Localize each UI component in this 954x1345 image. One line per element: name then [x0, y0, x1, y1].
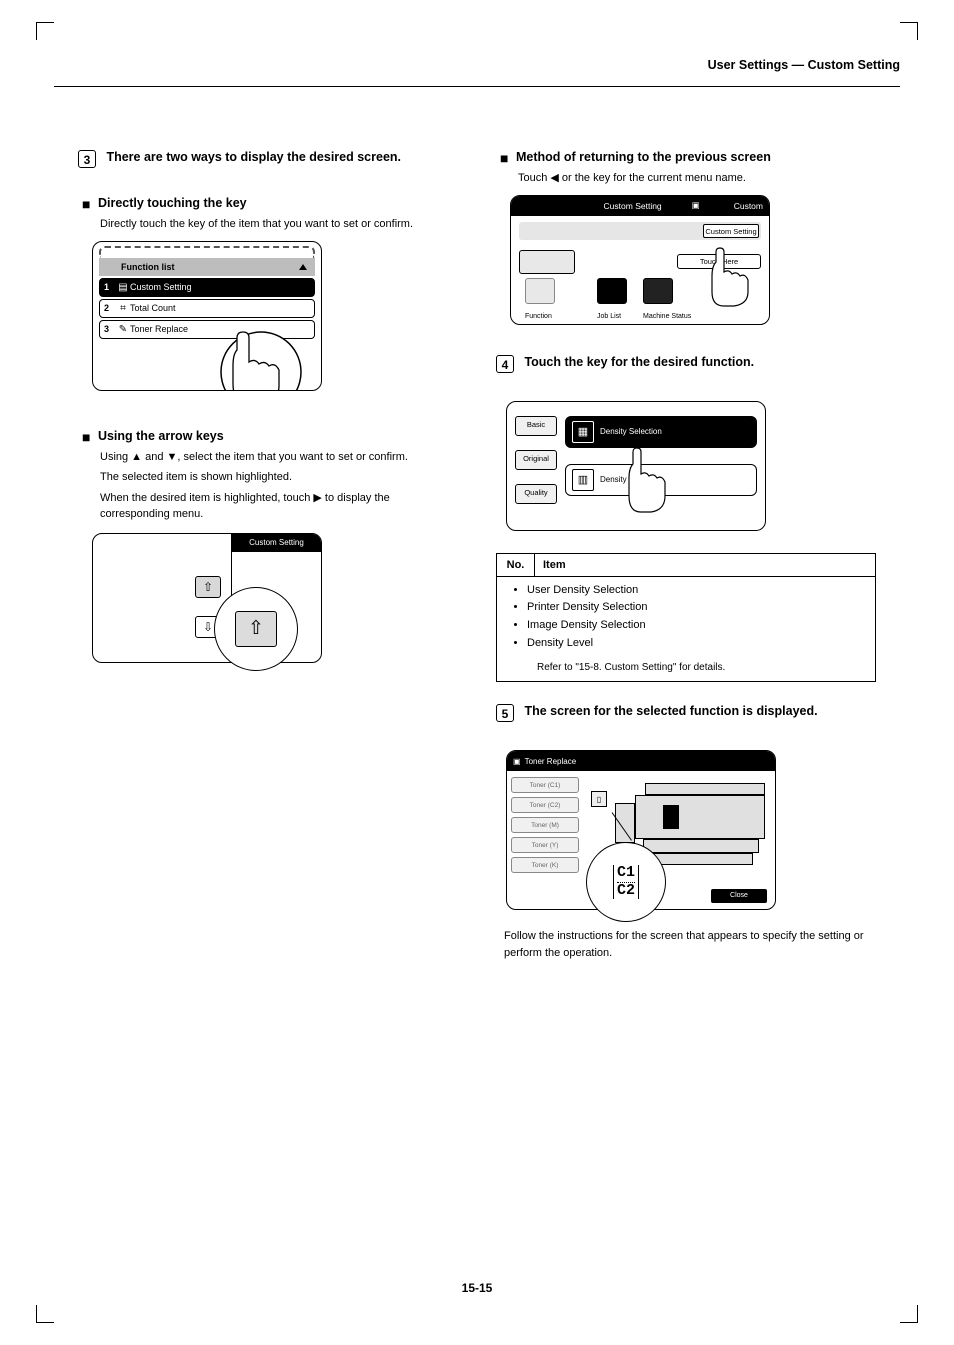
- density-icon: ▦: [572, 421, 594, 443]
- footer-label-3: Machine Status: [643, 313, 691, 320]
- left-tab-2[interactable]: Original: [515, 450, 557, 470]
- up-arrow-button[interactable]: ⇧: [195, 576, 221, 598]
- square-bullet-icon: ■: [82, 429, 90, 445]
- step-5-title: The screen for the selected function is …: [524, 704, 864, 718]
- table-header-no: No.: [497, 554, 535, 576]
- function-list-screen: Function list 1 ▤ Custom Setting 2 ⌗ Tot…: [92, 241, 322, 391]
- pointing-hand-icon: [696, 246, 766, 316]
- side-header: Custom Setting: [232, 534, 321, 552]
- return-body: Touch ◀ or the key for the current menu …: [518, 170, 876, 187]
- grey-cell: [519, 250, 575, 274]
- footer-label-2: Job List: [597, 313, 621, 320]
- density-selection-option[interactable]: ▦ Density Selection: [565, 416, 757, 448]
- step-4-title: Touch the key for the desired function.: [524, 355, 864, 369]
- pointing-hand-icon: [203, 320, 313, 391]
- top-label-right: Custom: [734, 201, 763, 211]
- close-button[interactable]: Close: [711, 889, 767, 903]
- custom-setting-chip[interactable]: Custom Setting: [703, 224, 759, 238]
- table-row: User Density Selection: [527, 583, 865, 599]
- step-4: 4 Touch the key for the desired function…: [496, 355, 876, 373]
- function-table: No. Item User Density Selection Printer …: [496, 553, 876, 683]
- toner-item[interactable]: Toner (M): [511, 817, 579, 833]
- level-icon: ▥: [572, 469, 594, 491]
- list-row-2[interactable]: 2 ⌗ Total Count: [99, 299, 315, 318]
- joblist-tab-icon[interactable]: [597, 278, 627, 304]
- toner-item[interactable]: Toner (C2): [511, 797, 579, 813]
- arrow-sub-body2: The selected item is shown highlighted.: [100, 469, 458, 486]
- step-3-number: 3: [78, 150, 96, 168]
- return-title: Method of returning to the previous scre…: [516, 150, 771, 164]
- toner-item[interactable]: Toner (K): [511, 857, 579, 873]
- table-row: Density Level: [527, 636, 865, 652]
- square-bullet-icon: ■: [500, 150, 508, 166]
- function-tab-icon[interactable]: [525, 278, 555, 304]
- page-number: 15-15: [462, 1281, 493, 1295]
- arrow-sub-body3: When the desired item is highlighted, to…: [100, 490, 458, 523]
- table-row: Image Density Selection: [527, 618, 865, 634]
- toner-icon: ✎: [116, 324, 130, 335]
- sub-a-title: Directly touching the key: [98, 196, 247, 210]
- c1c2-bubble: C1 C2: [586, 842, 666, 922]
- toner-item[interactable]: Toner (Y): [511, 837, 579, 853]
- status-tab-icon[interactable]: [643, 278, 673, 304]
- copy-icon: ▣: [513, 757, 521, 766]
- custom-setting-screen: Custom Setting ▣ Custom Custom Setting T…: [510, 195, 770, 325]
- sub-a-body: Directly touch the key of the item that …: [100, 216, 458, 233]
- up-arrow-zoomed-icon: ⇧: [235, 611, 277, 647]
- arrow-sub-title: Using the arrow keys: [98, 429, 224, 443]
- left-tab-3[interactable]: Quality: [515, 484, 557, 504]
- table-header-item: Item: [535, 554, 875, 576]
- top-label-left: Custom Setting: [604, 201, 662, 211]
- table-tip: Refer to "15-8. Custom Setting" for deta…: [497, 660, 875, 681]
- pointing-hand-icon: [611, 446, 681, 522]
- table-row: Printer Density Selection: [527, 600, 865, 616]
- footer-label-1: Function: [525, 313, 552, 320]
- step-5-number: 5: [496, 704, 514, 722]
- toner-item[interactable]: Toner (C1): [511, 777, 579, 793]
- left-tab-1[interactable]: Basic: [515, 416, 557, 436]
- closing-text: Follow the instructions for the screen t…: [504, 928, 876, 961]
- density-screen: Basic Original Quality ▦ Density Selecti…: [506, 401, 766, 531]
- step-3: 3 There are two ways to display the desi…: [78, 150, 458, 168]
- step-3-title: There are two ways to display the desire…: [106, 150, 446, 164]
- step-4-number: 4: [496, 355, 514, 373]
- doc-icon: ▤: [116, 282, 130, 293]
- header-rule: [54, 86, 900, 87]
- list-row-1[interactable]: 1 ▤ Custom Setting: [99, 278, 315, 297]
- figE-title: Toner Replace: [525, 757, 577, 766]
- counter-icon: ⌗: [116, 303, 130, 314]
- cartridge-icon: ▯: [591, 791, 607, 807]
- function-list-header: Function list: [99, 258, 315, 276]
- zoom-bubble: ⇧: [214, 587, 298, 671]
- square-bullet-icon: ■: [82, 196, 90, 212]
- page-header-title: User Settings — Custom Setting: [708, 58, 900, 72]
- arrow-sub-body1: Using ▲ and ▼, select the item that you …: [100, 449, 458, 466]
- step-5: 5 The screen for the selected function i…: [496, 704, 876, 722]
